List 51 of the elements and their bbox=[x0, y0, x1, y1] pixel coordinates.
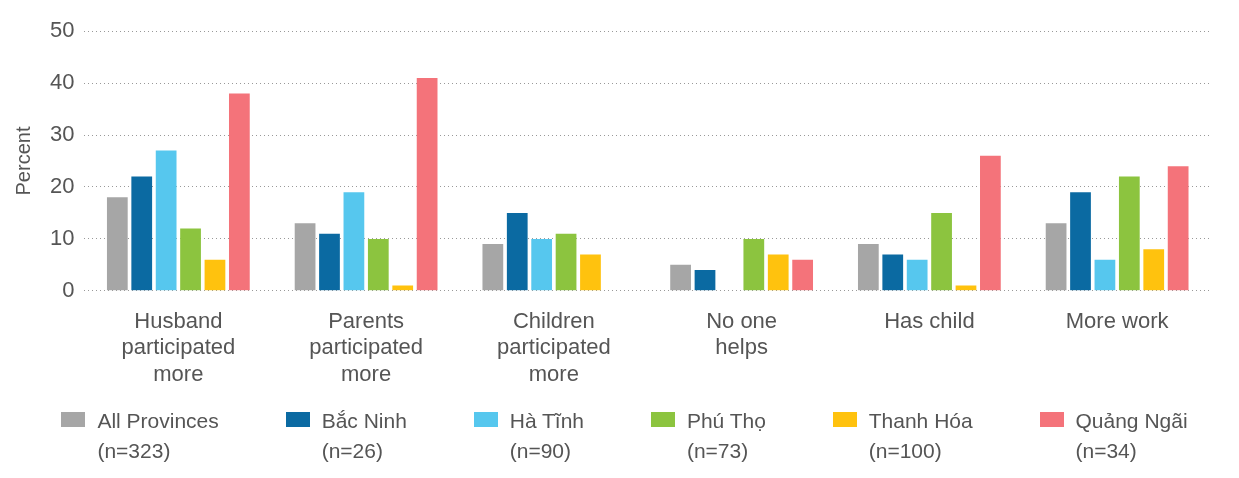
y-tick-label: 50 bbox=[49, 17, 75, 43]
bar bbox=[931, 212, 952, 291]
bar bbox=[980, 155, 1001, 291]
bar bbox=[416, 77, 438, 291]
x-tick-label: Children participated more bbox=[496, 308, 611, 386]
legend-label: Quảng Ngãi (n=34) bbox=[1075, 408, 1188, 464]
bar bbox=[506, 212, 528, 291]
x-tick-label: Husband participated more bbox=[121, 308, 236, 386]
bar bbox=[857, 244, 879, 291]
bar bbox=[580, 254, 601, 291]
bar bbox=[1094, 259, 1116, 291]
bar bbox=[106, 197, 128, 291]
x-tick-label: No one helps bbox=[706, 308, 778, 360]
bar bbox=[1070, 192, 1091, 291]
legend-label: All Provinces (n=323) bbox=[97, 408, 219, 464]
bar bbox=[294, 223, 316, 291]
bar bbox=[131, 176, 153, 291]
bar bbox=[319, 233, 340, 291]
bar bbox=[792, 259, 814, 291]
bar bbox=[229, 93, 250, 291]
legend-label: Thanh Hóa (n=100) bbox=[868, 408, 973, 464]
bar bbox=[1118, 176, 1140, 291]
y-tick-label: 30 bbox=[49, 121, 75, 147]
bar bbox=[906, 259, 928, 291]
legend-label: Hà Tĩnh (n=90) bbox=[509, 408, 585, 464]
bar bbox=[343, 192, 365, 291]
bar bbox=[767, 254, 789, 291]
x-tick-label: Parents participated more bbox=[309, 308, 423, 386]
x-tick-label: More work bbox=[1065, 308, 1170, 334]
bar bbox=[694, 270, 716, 291]
bar bbox=[531, 238, 553, 291]
bar bbox=[155, 150, 177, 291]
bar bbox=[1143, 249, 1165, 291]
bar bbox=[180, 228, 201, 291]
y-tick-label: 40 bbox=[49, 69, 75, 95]
y-tick-label: 20 bbox=[49, 173, 75, 199]
bar bbox=[1167, 166, 1189, 291]
bar bbox=[743, 238, 765, 291]
y-tick-label: 10 bbox=[49, 224, 75, 250]
bar bbox=[882, 254, 904, 291]
x-tick-label: Has child bbox=[884, 308, 975, 334]
y-axis-title: Percent bbox=[11, 126, 34, 196]
bar bbox=[482, 244, 504, 291]
bar bbox=[204, 259, 226, 291]
bar bbox=[367, 238, 389, 291]
y-tick-label: 0 bbox=[62, 276, 75, 302]
bar bbox=[1045, 223, 1067, 291]
bar bbox=[555, 233, 577, 291]
legend-label: Phú Thọ (n=73) bbox=[686, 408, 766, 464]
bar bbox=[670, 264, 691, 291]
legend-label: Bắc Ninh (n=26) bbox=[321, 408, 407, 464]
